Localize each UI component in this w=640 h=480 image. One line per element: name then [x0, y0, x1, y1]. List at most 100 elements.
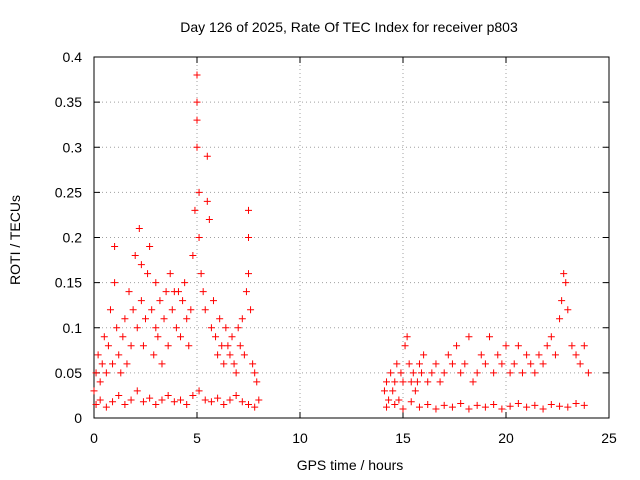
data-point — [568, 342, 576, 350]
data-point — [154, 333, 162, 341]
data-point — [158, 396, 166, 404]
data-point — [170, 398, 178, 406]
data-point — [251, 369, 259, 377]
data-point — [556, 315, 564, 323]
data-point — [115, 351, 123, 359]
data-point — [220, 360, 228, 368]
data-point — [121, 400, 129, 408]
data-point — [183, 315, 191, 323]
data-point — [395, 396, 403, 404]
data-point — [506, 402, 514, 410]
data-point — [539, 405, 547, 413]
data-point — [214, 351, 222, 359]
data-point — [232, 391, 240, 399]
data-point — [432, 405, 440, 413]
data-point — [444, 351, 452, 359]
data-point — [514, 342, 522, 350]
data-point — [230, 360, 238, 368]
data-point — [436, 378, 444, 386]
data-point — [125, 288, 133, 296]
data-point — [490, 400, 498, 408]
data-point — [96, 378, 104, 386]
data-point — [203, 197, 211, 205]
data-point — [119, 333, 127, 341]
data-point — [238, 315, 246, 323]
data-point — [564, 403, 572, 411]
data-point — [117, 369, 125, 377]
data-point — [193, 71, 201, 79]
data-point — [121, 315, 129, 323]
data-point — [490, 369, 498, 377]
data-point — [457, 369, 465, 377]
data-point — [139, 398, 147, 406]
data-point — [150, 351, 158, 359]
data-point — [115, 391, 123, 399]
data-point — [242, 288, 250, 296]
data-point — [510, 360, 518, 368]
data-point — [473, 369, 481, 377]
x-tick-label: 20 — [498, 430, 514, 446]
data-point — [558, 297, 566, 305]
data-point — [448, 403, 456, 411]
data-point — [148, 306, 156, 314]
data-point — [415, 360, 423, 368]
data-point — [399, 405, 407, 413]
data-point — [249, 360, 257, 368]
data-point — [393, 360, 401, 368]
data-point — [189, 391, 197, 399]
data-point — [564, 306, 572, 314]
data-point — [399, 378, 407, 386]
data-point — [218, 342, 226, 350]
data-point — [203, 152, 211, 160]
data-point — [102, 369, 110, 377]
data-point — [96, 396, 104, 404]
data-point — [551, 351, 559, 359]
data-point — [201, 306, 209, 314]
data-point — [461, 360, 469, 368]
data-point — [207, 324, 215, 332]
data-point — [387, 369, 395, 377]
data-point — [539, 360, 547, 368]
data-point — [584, 369, 592, 377]
data-point — [576, 360, 584, 368]
data-point — [469, 378, 477, 386]
data-point — [391, 400, 399, 408]
data-point — [498, 405, 506, 413]
data-point — [234, 324, 242, 332]
data-point — [109, 398, 117, 406]
data-point — [179, 297, 187, 305]
data-point — [413, 378, 421, 386]
data-point — [106, 306, 114, 314]
data-point — [152, 279, 160, 287]
data-point — [397, 369, 405, 377]
data-point — [187, 306, 195, 314]
data-point — [407, 398, 415, 406]
data-point — [415, 403, 423, 411]
data-point — [523, 351, 531, 359]
data-point — [226, 396, 234, 404]
data-point — [481, 360, 489, 368]
data-point — [181, 279, 189, 287]
data-point — [207, 398, 215, 406]
data-point — [174, 288, 182, 296]
data-point — [189, 252, 197, 260]
data-point — [245, 234, 252, 241]
data-point — [572, 351, 580, 359]
data-point — [255, 396, 263, 404]
data-point — [247, 306, 255, 314]
data-point — [131, 252, 139, 260]
data-point — [152, 324, 160, 332]
data-point — [135, 224, 143, 232]
y-tick-label: 0.3 — [63, 139, 83, 155]
data-point — [401, 342, 409, 350]
data-point — [185, 342, 193, 350]
data-point — [411, 387, 419, 395]
chart-title: Day 126 of 2025, Rate Of TEC Index for r… — [180, 19, 518, 35]
data-point — [562, 279, 570, 287]
data-point — [109, 360, 117, 368]
data-point — [432, 360, 440, 368]
data-point — [253, 378, 261, 386]
data-point — [440, 401, 448, 409]
y-tick-label: 0.05 — [55, 365, 82, 381]
